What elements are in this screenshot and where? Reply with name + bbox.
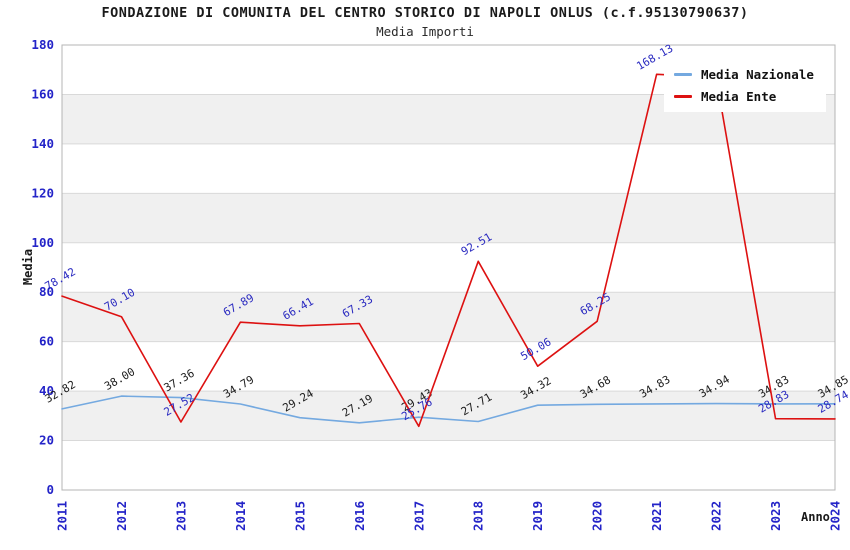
- legend-item-media-nazionale: Media Nazionale: [674, 63, 814, 85]
- x-tick-label: 2012: [114, 501, 129, 531]
- x-tick-label: 2015: [292, 501, 307, 531]
- point-label: 37.36: [162, 367, 197, 395]
- legend-item-media-ente: Media Ente: [674, 85, 814, 107]
- x-tick-label: 2013: [173, 501, 188, 531]
- chart-subtitle: Media Importi: [376, 24, 474, 39]
- x-tick-label: 2019: [530, 501, 545, 531]
- legend-label: Media Nazionale: [701, 66, 814, 82]
- y-tick-label: 60: [39, 334, 54, 349]
- x-tick-label: 2016: [352, 501, 367, 531]
- background-band: [62, 193, 835, 243]
- point-label: 78.42: [43, 265, 78, 293]
- x-tick-label: 2022: [709, 501, 724, 531]
- series-line: [61, 395, 836, 424]
- y-tick-label: 140: [31, 136, 54, 151]
- x-tick-label: 2011: [55, 501, 70, 531]
- chart-title: FONDAZIONE DI COMUNITA DEL CENTRO STORIC…: [101, 5, 749, 21]
- y-tick-label: 100: [31, 235, 54, 250]
- legend: Media Nazionale Media Ente: [664, 58, 826, 112]
- y-tick-label: 80: [39, 284, 54, 299]
- legend-label: Media Ente: [701, 88, 777, 104]
- y-tick-label: 0: [46, 482, 54, 497]
- x-tick-label: 2023: [768, 501, 783, 531]
- background-band: [62, 292, 835, 342]
- y-tick-label: 120: [31, 185, 54, 200]
- y-tick-label: 160: [31, 86, 54, 101]
- y-tick-label: 180: [31, 37, 54, 52]
- x-tick-label: 2014: [233, 501, 248, 531]
- y-tick-label: 20: [39, 433, 54, 448]
- legend-swatch-nazionale-icon: [674, 72, 692, 76]
- legend-swatch-ente-icon: [674, 94, 692, 98]
- x-tick-label: 2024: [828, 501, 843, 531]
- x-axis-label: Anno: [801, 510, 830, 524]
- x-tick-label: 2020: [590, 501, 605, 531]
- plot-frame: [61, 44, 836, 491]
- x-tick-label: 2021: [649, 501, 664, 531]
- x-tick-label: 2018: [471, 501, 486, 531]
- y-tick-label: 40: [39, 383, 54, 398]
- x-tick-label: 2017: [411, 501, 426, 531]
- point-label: 38.00: [102, 365, 137, 393]
